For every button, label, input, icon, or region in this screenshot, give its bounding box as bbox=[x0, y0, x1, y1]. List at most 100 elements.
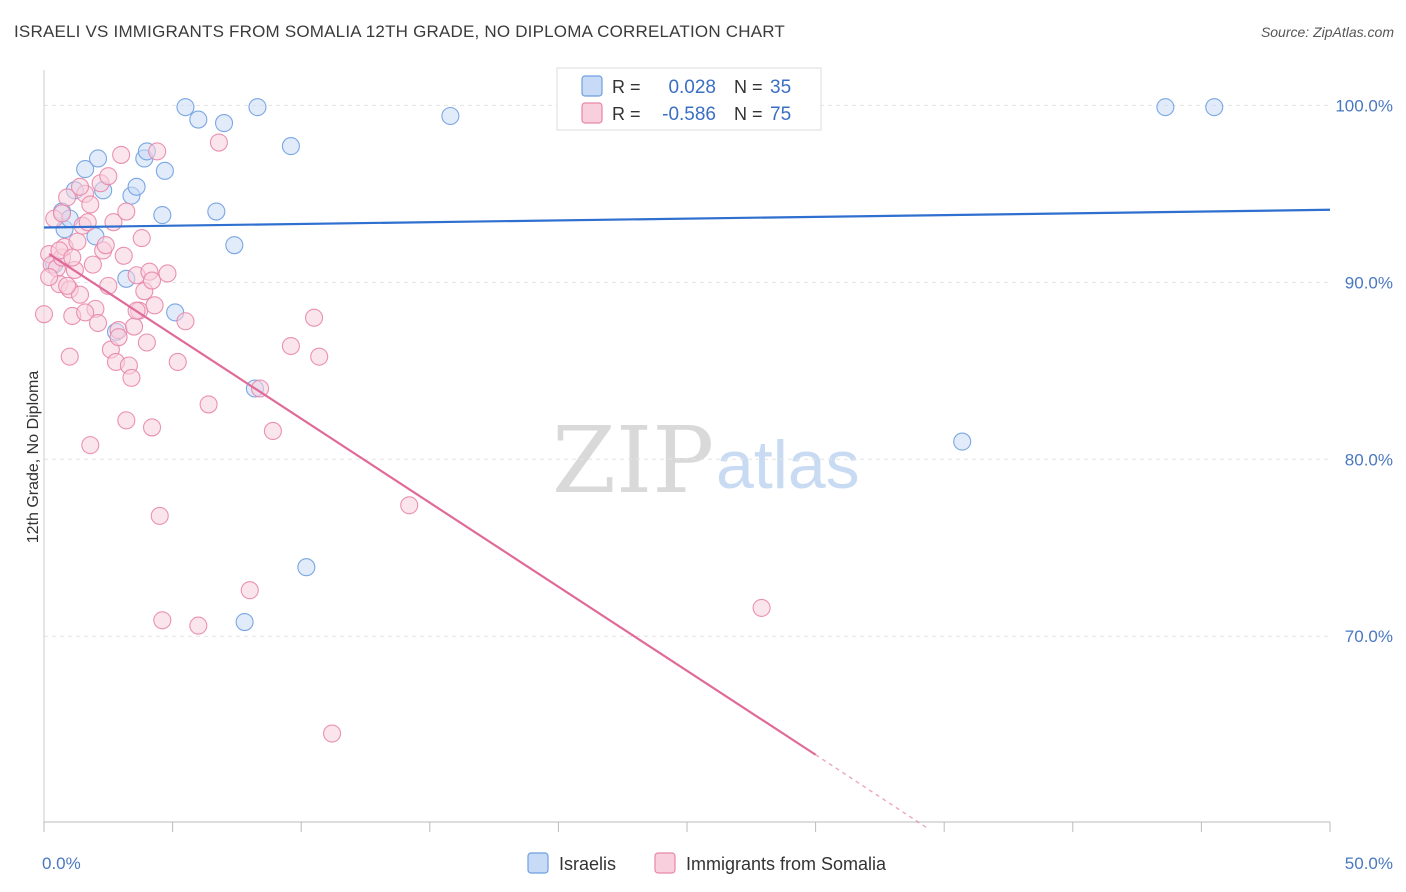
x-tick-label-0: 0.0% bbox=[42, 854, 81, 873]
trend-lines bbox=[43, 208, 1331, 828]
stats-legend: R = 0.028 N = 35 R = -0.586 N = 75 bbox=[556, 67, 822, 131]
somalia-point-39 bbox=[137, 333, 156, 352]
legend-r-label-somalia: R = bbox=[612, 104, 641, 124]
somalia-point-61 bbox=[40, 267, 59, 287]
somalia-point-73 bbox=[58, 276, 77, 295]
somalia-point-23 bbox=[96, 236, 115, 255]
tick-labels: 100.0% 90.0% 80.0% 70.0% 0.0% 50.0% bbox=[42, 96, 1393, 873]
y-tick-label-3: 70.0% bbox=[1345, 627, 1393, 646]
somalia-point-57 bbox=[310, 347, 329, 366]
israelis-point-27 bbox=[297, 558, 316, 577]
legend-r-value-somalia: -0.586 bbox=[662, 104, 716, 125]
israelis-point-31 bbox=[1205, 98, 1224, 117]
somalia-point-52 bbox=[240, 581, 259, 600]
somalia-point-70 bbox=[70, 177, 90, 196]
somalia-point-53 bbox=[250, 379, 270, 398]
somalia-trend-extension bbox=[815, 754, 927, 828]
israelis-point-20 bbox=[207, 202, 226, 221]
somalia-point-56 bbox=[305, 308, 324, 327]
somalia-point-42 bbox=[145, 296, 164, 315]
israelis-point-18 bbox=[176, 98, 195, 117]
source-note: Source: ZipAtlas.com bbox=[1260, 24, 1394, 40]
somalia-point-51 bbox=[209, 133, 228, 152]
somalia-point-50 bbox=[199, 395, 218, 414]
legend-swatch-israelis bbox=[581, 75, 603, 97]
watermark-zip: ZIP bbox=[552, 407, 714, 514]
somalia-point-29 bbox=[112, 145, 131, 164]
israelis-point-29 bbox=[953, 432, 972, 451]
somalia-point-16 bbox=[78, 213, 97, 232]
somalia-point-37 bbox=[132, 229, 151, 248]
legend-n-value-israelis: 35 bbox=[770, 77, 791, 98]
bottom-legend-swatch-somalia bbox=[654, 852, 676, 874]
somalia-point-67 bbox=[99, 167, 118, 186]
israelis-point-19 bbox=[189, 110, 208, 129]
somalia-point-63 bbox=[60, 347, 79, 366]
somalia-point-69 bbox=[52, 204, 72, 223]
legend-n-label-somalia: N = bbox=[734, 104, 763, 124]
somalia-point-34 bbox=[124, 317, 144, 336]
somalia-trend-line bbox=[48, 253, 817, 756]
israelis-point-6 bbox=[88, 149, 108, 168]
somalia-point-18 bbox=[83, 255, 102, 274]
somalia-point-71 bbox=[109, 328, 128, 347]
somalia-point-48 bbox=[176, 312, 195, 331]
x-tick-label-1: 50.0% bbox=[1345, 854, 1393, 873]
somalia-point-47 bbox=[168, 352, 187, 372]
somalia-point-45 bbox=[153, 611, 172, 630]
somalia-point-41 bbox=[142, 271, 162, 290]
israelis-point-26 bbox=[281, 137, 300, 156]
legend-n-value-somalia: 75 bbox=[770, 104, 791, 125]
somalia-point-58 bbox=[323, 724, 342, 743]
somalia-point-13 bbox=[70, 285, 90, 304]
israelis-point-23 bbox=[235, 613, 254, 632]
somalia-point-65 bbox=[117, 411, 136, 430]
somalia-point-43 bbox=[148, 142, 167, 161]
watermark-atlas: atlas bbox=[716, 427, 860, 503]
y-tick-label-2: 80.0% bbox=[1345, 450, 1393, 469]
somalia-point-30 bbox=[114, 246, 133, 265]
legend-r-value-israelis: 0.028 bbox=[668, 77, 716, 98]
israelis-point-15 bbox=[153, 206, 172, 225]
somalia-point-68 bbox=[63, 248, 82, 267]
somalia-point-59 bbox=[400, 496, 419, 515]
israelis-point-12 bbox=[127, 177, 146, 196]
somalia-point-31 bbox=[117, 202, 136, 221]
somalia-point-44 bbox=[150, 506, 169, 525]
israelis-point-25 bbox=[248, 98, 267, 117]
bottom-legend-label-israelis: Israelis bbox=[559, 854, 616, 874]
somalia-point-74 bbox=[76, 303, 95, 322]
series-legend: Israelis Immigrants from Somalia bbox=[527, 852, 887, 874]
somalia-point-64 bbox=[81, 436, 100, 455]
somalia-point-12 bbox=[68, 232, 87, 251]
gridlines bbox=[44, 104, 1330, 637]
data-points bbox=[34, 98, 1224, 743]
israelis-point-5 bbox=[76, 160, 95, 179]
somalia-point-17 bbox=[81, 195, 100, 214]
somalia-point-49 bbox=[189, 616, 208, 635]
chart-title: ISRAELI VS IMMIGRANTS FROM SOMALIA 12TH … bbox=[14, 22, 786, 41]
israelis-trend-line bbox=[43, 208, 1331, 229]
somalia-point-0 bbox=[34, 305, 54, 324]
somalia-point-60 bbox=[752, 598, 771, 617]
israelis-point-22 bbox=[225, 236, 244, 255]
israelis-point-30 bbox=[1156, 98, 1175, 117]
israelis-point-21 bbox=[214, 114, 234, 133]
somalia-point-55 bbox=[281, 336, 300, 356]
legend-r-label-israelis: R = bbox=[612, 77, 641, 97]
bottom-legend-swatch-israelis bbox=[527, 852, 549, 874]
somalia-point-46 bbox=[158, 264, 177, 283]
israelis-point-16 bbox=[155, 161, 174, 180]
somalia-point-20 bbox=[88, 313, 108, 333]
y-axis-label: 12th Grade, No Diploma bbox=[25, 371, 42, 544]
bottom-legend-label-somalia: Immigrants from Somalia bbox=[686, 854, 887, 874]
israelis-point-28 bbox=[441, 106, 460, 126]
legend-n-label-israelis: N = bbox=[734, 77, 763, 97]
axes bbox=[43, 70, 1331, 832]
y-tick-label-1: 90.0% bbox=[1345, 273, 1393, 292]
y-tick-label-0: 100.0% bbox=[1335, 96, 1393, 115]
somalia-point-54 bbox=[263, 421, 282, 441]
somalia-point-33 bbox=[122, 368, 141, 387]
somalia-point-66 bbox=[142, 418, 162, 437]
